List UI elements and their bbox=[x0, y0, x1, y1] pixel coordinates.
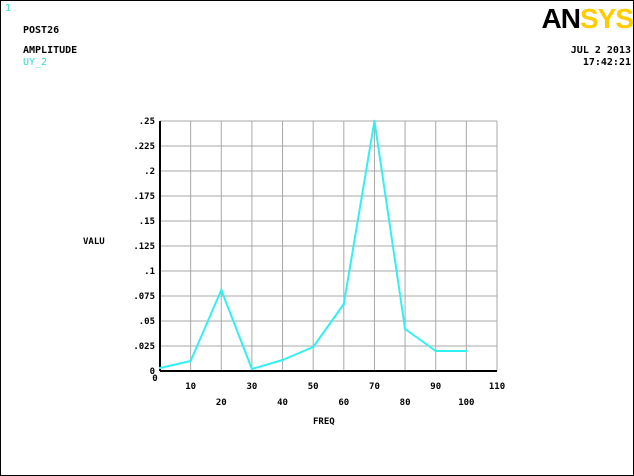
curve-points bbox=[158, 119, 468, 371]
x-tick-label: 110 bbox=[489, 382, 505, 392]
data-point bbox=[403, 327, 407, 331]
y-tick-label: .25 bbox=[139, 117, 155, 127]
y-tick-label: .05 bbox=[139, 317, 155, 327]
y-tick-label: .175 bbox=[133, 192, 155, 202]
window-number: 1 bbox=[5, 3, 12, 14]
ansys-logo: ANSYS bbox=[541, 3, 634, 34]
data-point bbox=[250, 367, 254, 371]
plot-time: 17:42:21 bbox=[582, 57, 631, 68]
y-tick-label: 0 bbox=[150, 367, 155, 377]
x-tick-label: 20 bbox=[216, 398, 227, 408]
x-tick-label: 50 bbox=[308, 382, 319, 392]
data-point bbox=[434, 349, 437, 353]
x-tick-label: 10 bbox=[185, 382, 196, 392]
x-start-label: 0 bbox=[152, 374, 157, 384]
module-name: POST26 bbox=[23, 25, 60, 36]
x-axis-label: FREQ bbox=[313, 417, 335, 427]
data-point bbox=[281, 358, 284, 362]
variable-label: UY_2 bbox=[23, 57, 48, 68]
data-point bbox=[220, 288, 223, 292]
y-tick-label: .1 bbox=[144, 267, 155, 277]
chart-axes bbox=[159, 121, 497, 372]
x-tick-label: 100 bbox=[458, 398, 474, 408]
data-point bbox=[373, 119, 376, 123]
y-tick-label: .15 bbox=[139, 217, 155, 227]
data-point bbox=[311, 345, 315, 349]
y-tick-label: .075 bbox=[133, 292, 155, 302]
plot-date: JUL 2 2013 bbox=[570, 45, 631, 56]
y-tick-label: .025 bbox=[133, 342, 155, 352]
data-point bbox=[189, 359, 192, 363]
chart-tick-labels: 10 20 30 40 50 60 70 80 90 100 110 0 .025 .05 .075 .1 .1… bbox=[133, 117, 505, 408]
x-tick-label: 80 bbox=[400, 398, 411, 408]
y-tick-label: .2 bbox=[144, 167, 155, 177]
y-axis-label: VALU bbox=[83, 237, 105, 247]
y-tick-label: .125 bbox=[133, 242, 155, 252]
data-point bbox=[465, 349, 468, 353]
data-point bbox=[158, 366, 162, 370]
x-tick-label: 90 bbox=[430, 382, 441, 392]
y-tick-label: .225 bbox=[133, 142, 155, 152]
x-tick-label: 60 bbox=[338, 398, 349, 408]
chart-grid bbox=[160, 120, 498, 372]
data-point bbox=[342, 302, 346, 306]
x-tick-label: 30 bbox=[246, 382, 257, 392]
plot-title: AMPLITUDE bbox=[23, 45, 78, 56]
x-tick-label: 70 bbox=[369, 382, 380, 392]
x-tick-label: 40 bbox=[277, 398, 288, 408]
